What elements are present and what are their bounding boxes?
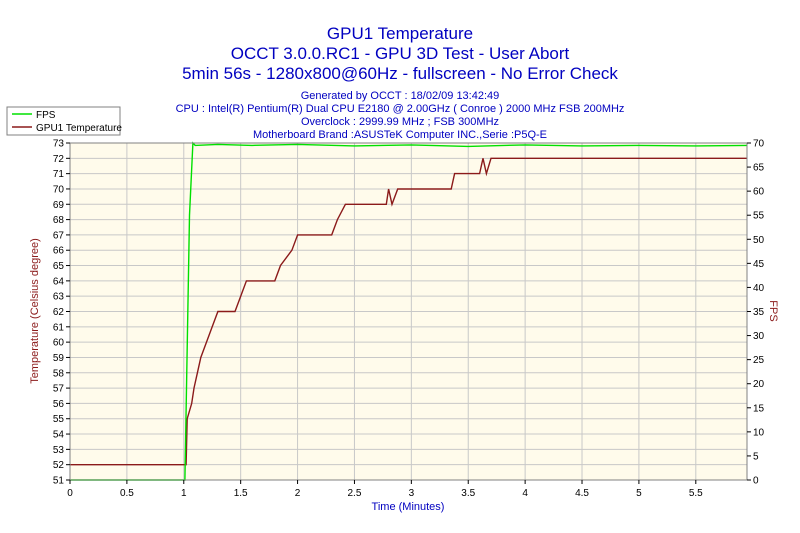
temperature-series-line [70, 157, 747, 466]
info-generated: Generated by OCCT : 18/02/09 13:42:49 [301, 90, 500, 102]
x-axis-label: Time (Minutes) [372, 501, 445, 513]
y-left-tick-label: 63 [53, 292, 65, 303]
y-left-tick-label: 56 [53, 399, 65, 410]
y-left-tick-label: 65 [53, 261, 65, 272]
y-left-tick-label: 66 [53, 246, 65, 257]
y-right-tick-label: 50 [753, 235, 765, 246]
y-right-tick-label: 25 [753, 355, 765, 366]
y-left-tick-label: 71 [53, 169, 65, 180]
tick-labels: 5152535455565758596061626364656667686970… [53, 139, 765, 500]
y-left-tick-label: 67 [53, 230, 65, 241]
y-left-tick-label: 69 [53, 200, 65, 211]
y-left-tick-label: 70 [53, 184, 65, 195]
x-tick-label: 0.5 [120, 488, 134, 499]
x-tick-label: 1.5 [234, 488, 248, 499]
y-left-tick-label: 59 [53, 353, 65, 364]
chart-subtitle-test: OCCT 3.0.0.RC1 - GPU 3D Test - User Abor… [231, 44, 570, 63]
info-overclock: Overclock : 2999.99 MHz ; FSB 300MHz [301, 116, 499, 128]
y-left-tick-label: 60 [53, 338, 65, 349]
y-left-tick-label: 61 [53, 322, 65, 333]
y-right-tick-label: 65 [753, 163, 765, 174]
legend: FPS GPU1 Temperature [6, 106, 122, 136]
y-right-tick-label: 15 [753, 403, 765, 414]
y-right-tick-label: 40 [753, 283, 765, 294]
x-tick-label: 5.5 [689, 488, 703, 499]
y-right-tick-label: 55 [753, 211, 765, 222]
y-right-tick-label: 45 [753, 259, 765, 270]
y-left-tick-label: 55 [53, 414, 65, 425]
y-right-tick-label: 70 [753, 139, 765, 150]
x-tick-label: 2.5 [348, 488, 362, 499]
y-right-tick-label: 35 [753, 307, 765, 318]
y-axis-right-label: FPS [767, 300, 779, 321]
y-right-tick-label: 60 [753, 187, 765, 198]
y-left-tick-label: 54 [53, 430, 65, 441]
y-right-tick-label: 5 [753, 451, 759, 462]
y-right-tick-label: 20 [753, 379, 765, 390]
y-right-tick-label: 10 [753, 427, 765, 438]
y-left-tick-label: 51 [53, 476, 65, 487]
chart-title: GPU1 Temperature [327, 24, 473, 43]
y-left-tick-label: 64 [53, 276, 65, 287]
legend-fps-label: FPS [36, 110, 56, 121]
y-axis-left-label: Temperature (Celsius degree) [29, 238, 41, 384]
x-tick-label: 2 [295, 488, 301, 499]
y-left-tick-label: 68 [53, 215, 65, 226]
x-tick-label: 4 [522, 488, 528, 499]
y-right-tick-label: 0 [753, 476, 759, 487]
series [70, 141, 748, 481]
x-tick-label: 0 [67, 488, 73, 499]
grid [69, 142, 747, 481]
x-tick-label: 4.5 [575, 488, 589, 499]
x-tick-label: 1 [181, 488, 187, 499]
y-left-tick-label: 72 [53, 154, 65, 165]
x-tick-label: 3 [409, 488, 415, 499]
legend-box [6, 106, 121, 136]
y-left-tick-label: 73 [53, 139, 65, 150]
info-motherboard: Motherboard Brand :ASUSTeK Computer INC.… [253, 129, 547, 141]
info-cpu: CPU : Intel(R) Pentium(R) Dual CPU E2180… [176, 103, 625, 115]
legend-temperature-label: GPU1 Temperature [36, 123, 122, 134]
fps-series-line [70, 141, 748, 481]
chart-subtitle-duration: 5min 56s - 1280x800@60Hz - fullscreen - … [182, 64, 618, 83]
y-right-tick-label: 30 [753, 331, 765, 342]
y-left-tick-label: 52 [53, 460, 65, 471]
x-tick-label: 3.5 [461, 488, 475, 499]
y-left-tick-label: 62 [53, 307, 65, 318]
y-left-tick-label: 58 [53, 368, 65, 379]
y-left-tick-label: 57 [53, 384, 65, 395]
y-left-tick-label: 53 [53, 445, 65, 456]
x-tick-label: 5 [636, 488, 642, 499]
